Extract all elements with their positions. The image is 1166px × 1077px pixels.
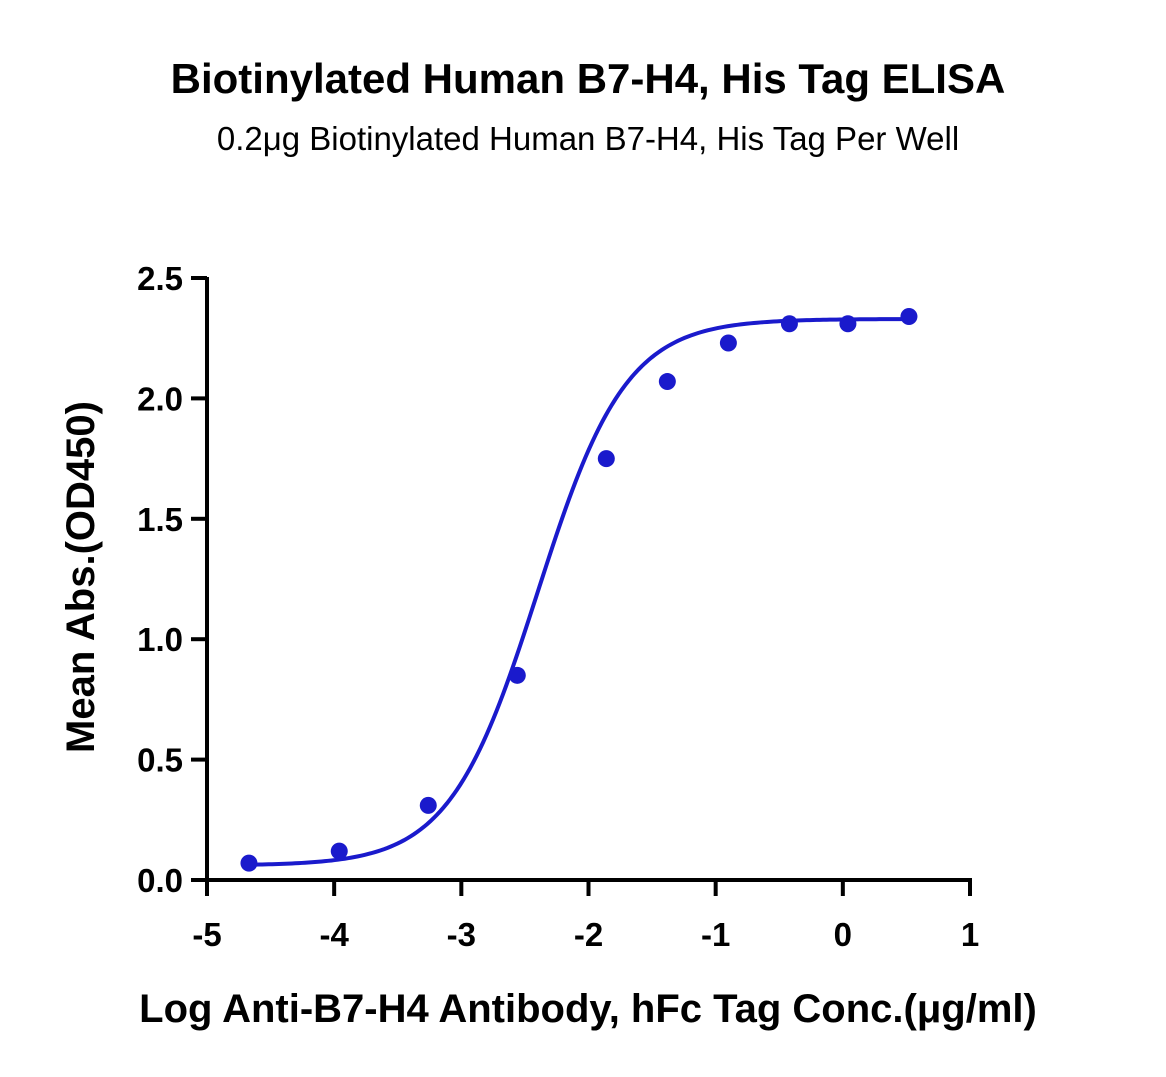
x-ticks: -5 -4 -3 -2 -1 0 1 bbox=[192, 880, 979, 953]
x-tick-label: 1 bbox=[961, 916, 979, 953]
x-axis-label: Log Anti-B7-H4 Antibody, hFc Tag Conc.(μ… bbox=[139, 987, 1037, 1031]
y-tick-label: 1.0 bbox=[137, 621, 183, 658]
plot-area: 0.0 0.5 1.0 1.5 2.0 2.5 -5 -4 -3 -2 -1 0 1 bbox=[137, 260, 979, 953]
x-tick-label: -2 bbox=[574, 916, 603, 953]
x-tick-label: 0 bbox=[834, 916, 852, 953]
data-point bbox=[240, 854, 258, 872]
data-point bbox=[900, 308, 918, 326]
y-tick-label: 0.0 bbox=[137, 862, 183, 899]
chart-subtitle: 0.2μg Biotinylated Human B7-H4, His Tag … bbox=[217, 120, 959, 157]
data-point bbox=[419, 796, 437, 814]
data-point bbox=[330, 842, 348, 860]
chart-title: Biotinylated Human B7-H4, His Tag ELISA bbox=[171, 55, 1006, 102]
x-tick-label: -4 bbox=[319, 916, 349, 953]
y-tick-label: 2.5 bbox=[137, 260, 183, 297]
x-tick-label: -1 bbox=[701, 916, 730, 953]
x-tick-label: -3 bbox=[447, 916, 476, 953]
y-tick-label: 0.5 bbox=[137, 742, 183, 779]
y-ticks: 0.0 0.5 1.0 1.5 2.0 2.5 bbox=[137, 260, 207, 899]
y-tick-label: 2.0 bbox=[137, 380, 183, 417]
y-tick-label: 1.5 bbox=[137, 501, 183, 538]
data-point bbox=[780, 315, 798, 333]
fit-curve bbox=[248, 317, 909, 867]
y-axis-label: Mean Abs.(OD450) bbox=[59, 401, 103, 753]
data-points bbox=[240, 308, 918, 872]
data-point bbox=[508, 666, 526, 684]
data-point bbox=[658, 373, 676, 391]
data-point bbox=[597, 450, 615, 468]
data-point bbox=[719, 334, 737, 352]
x-tick-label: -5 bbox=[192, 916, 221, 953]
data-point bbox=[839, 315, 857, 333]
